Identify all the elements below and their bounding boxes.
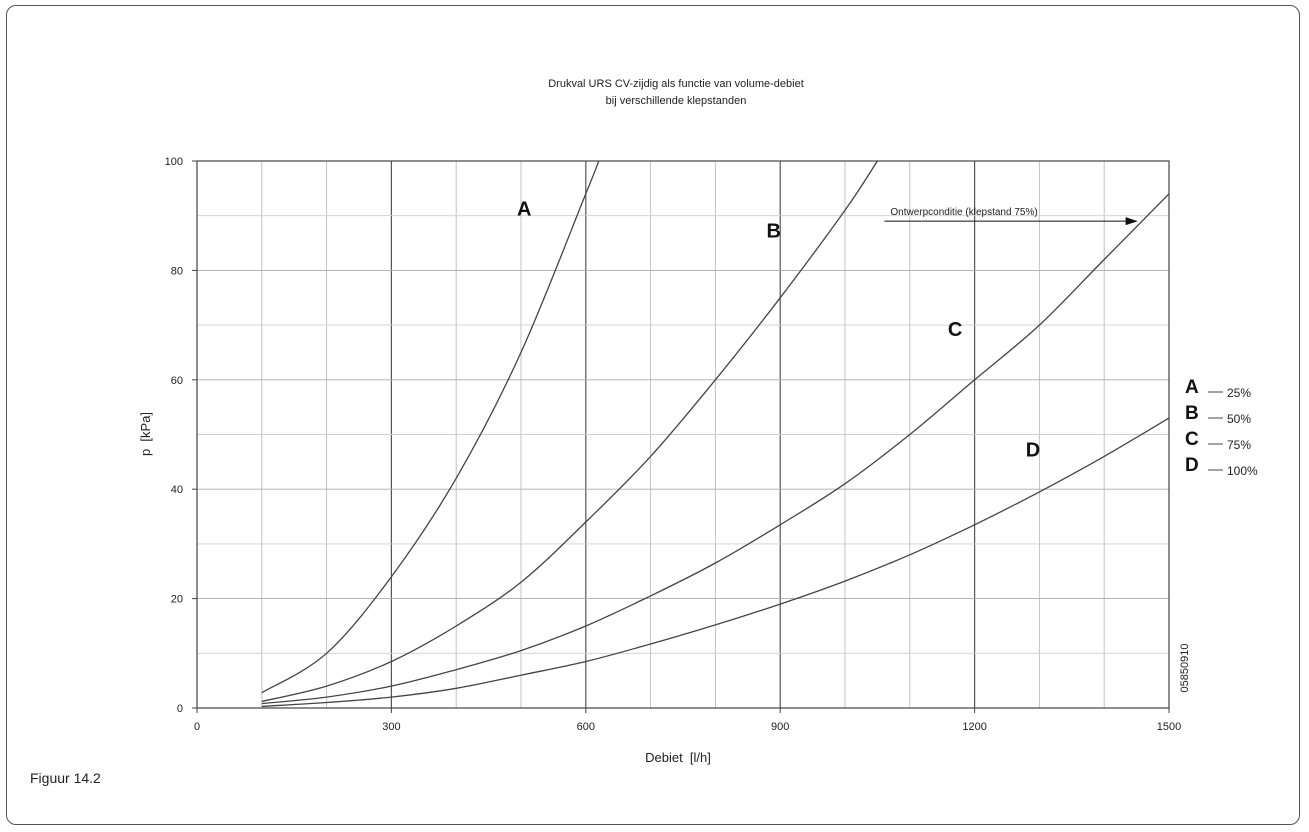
chart-subtitle: bij verschillende klepstanden [606,95,747,107]
series-line-c [261,193,1170,705]
legend-label-c: 75% [1227,438,1251,452]
figure-frame [6,5,1300,825]
series-lines [261,160,1170,708]
grid [197,161,1169,708]
series-line-a [261,160,600,694]
x-axis-label: Debiet [l/h] [645,750,711,765]
y-tick-label: 80 [171,265,183,277]
y-tick-label: 60 [171,375,183,387]
y-tick-label: 0 [177,703,183,715]
legend-key-c: C [1185,429,1199,450]
legend: A 25% B 50% C 75% D 100% [1185,377,1258,478]
curve-label-b: B [766,221,780,243]
legend-label-b: 50% [1227,412,1251,426]
x-tick-label: 600 [577,721,595,733]
x-tick-label: 300 [382,721,400,733]
curve-label-c: C [948,319,962,341]
figure-caption: Figuur 14.2 [30,770,101,786]
legend-key-d: D [1185,455,1199,476]
x-tick-label: 900 [771,721,789,733]
legend-key-b: B [1185,403,1199,424]
y-tick-label: 100 [165,156,183,168]
annotation: Ontwerpconditie (klepstand 75%) [884,207,1138,226]
y-tick-label: 40 [171,484,183,496]
annotation-text: Ontwerpconditie (klepstand 75%) [890,207,1037,218]
axes: 0 300 600 900 1200 1500 0 20 40 60 80 100 [165,156,1182,733]
side-code: 05850910 [1179,644,1191,693]
chart-title: Drukval URS CV-zijdig als functie van vo… [548,78,804,90]
curve-labels: A B C D [517,199,1040,462]
curve-label-a: A [517,199,531,221]
legend-label-a: 25% [1227,386,1251,400]
x-tick-label: 0 [194,721,200,733]
legend-label-d: 100% [1227,464,1258,478]
y-tick-label: 20 [171,594,183,606]
x-tick-label: 1200 [962,721,986,733]
series-line-d [261,417,1170,708]
legend-key-a: A [1185,377,1199,398]
plot-border [196,160,1170,709]
curve-label-d: D [1026,439,1040,461]
series-line-b [261,160,878,703]
x-tick-label: 1500 [1157,721,1181,733]
y-axis-label: p [kPa] [138,412,153,456]
